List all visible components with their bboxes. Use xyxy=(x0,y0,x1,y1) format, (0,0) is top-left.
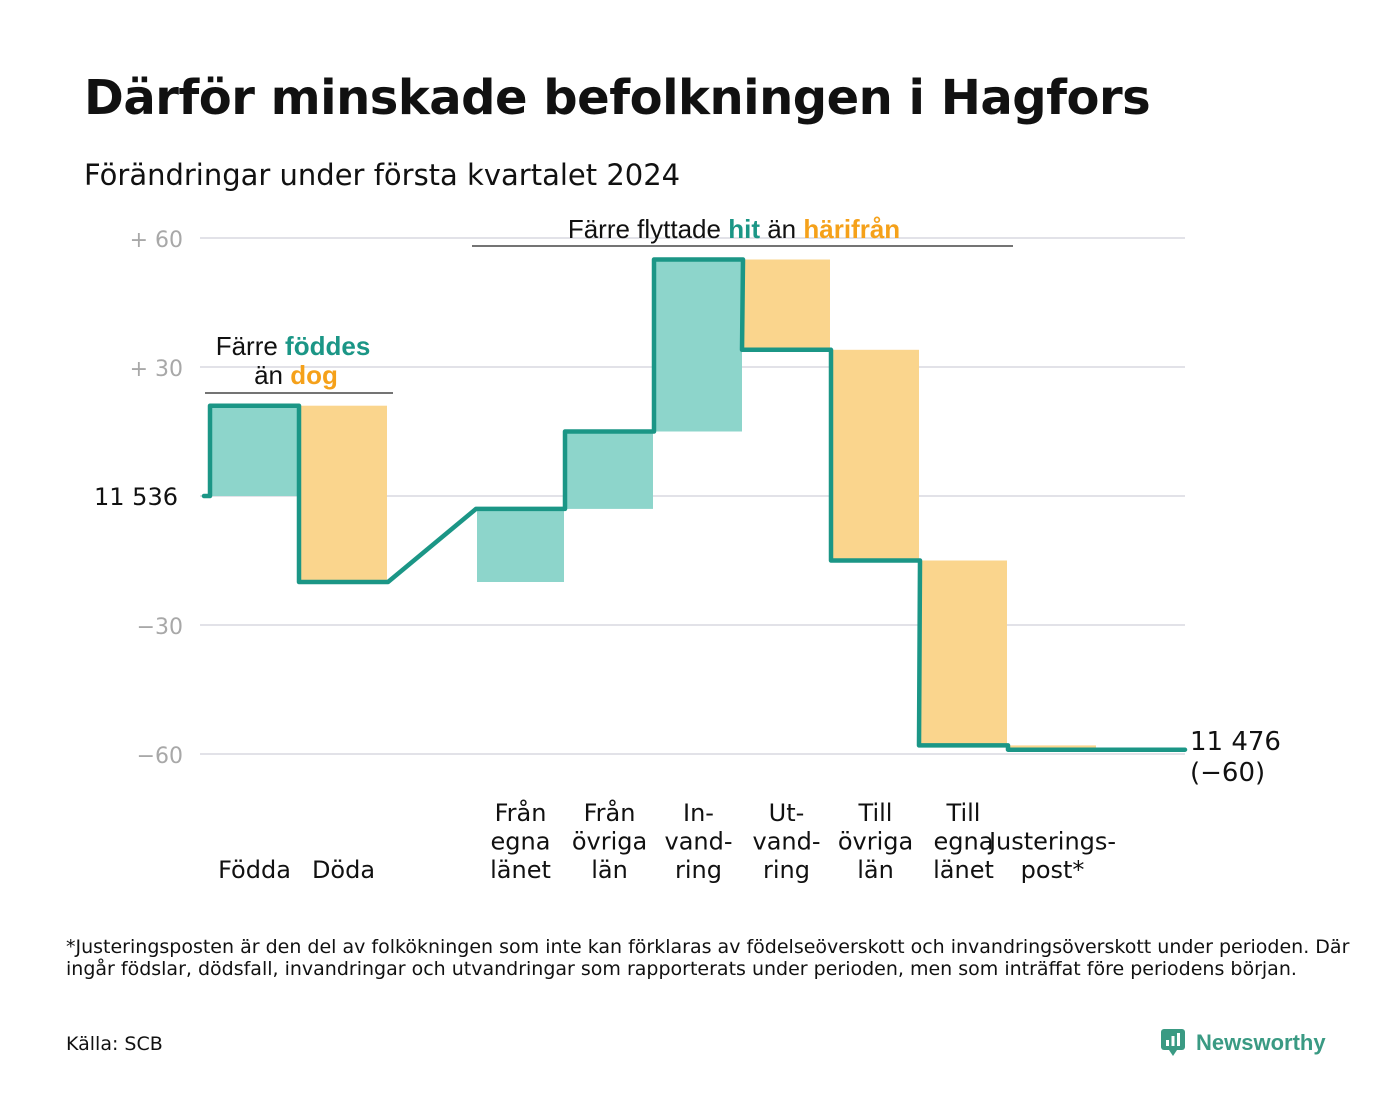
grid-lines xyxy=(200,237,1185,755)
waterfall-bar xyxy=(211,405,298,496)
migration-annotation: Färre flyttade hit än härifrån xyxy=(568,214,900,244)
category-label: Döda xyxy=(312,856,375,884)
category-label-line: Till xyxy=(858,799,893,827)
bars xyxy=(211,259,1096,750)
newsworthy-logo: Newsworthy xyxy=(1160,1028,1326,1058)
chart-title: Därför minskade befolkningen i Hagfors xyxy=(84,70,1151,126)
footnote: *Justeringsposten är den del av folkökni… xyxy=(66,936,1350,980)
category-label-line: post* xyxy=(1021,856,1085,884)
y-tick-label: −30 xyxy=(137,615,183,640)
category-label-line: vand- xyxy=(664,828,732,856)
category-label: Till övriga län xyxy=(838,799,913,884)
newsworthy-logo-text: Newsworthy xyxy=(1196,1030,1326,1055)
waterfall-bar xyxy=(477,508,564,582)
category-label-line: Ut- xyxy=(769,799,805,827)
category-label-line: Från xyxy=(495,798,547,827)
category-label-line: län xyxy=(857,856,894,884)
category-label-line: vand- xyxy=(752,828,820,856)
category-label-line: Födda xyxy=(218,856,291,884)
y-tick-label: −60 xyxy=(137,744,183,769)
end-value-label: 11 476 xyxy=(1190,727,1281,757)
cumulative-step-line xyxy=(201,257,1188,752)
y-tick-label: + 60 xyxy=(130,228,183,253)
category-label-line: Döda xyxy=(312,856,375,884)
annotation-highlight: härifrån xyxy=(796,214,900,244)
category-label-line: länet xyxy=(933,856,994,884)
category-label-line: Från xyxy=(584,798,636,827)
chart-subtitle: Förändringar under första kvartalet 2024 xyxy=(84,158,681,192)
step-line xyxy=(201,257,1188,752)
category-label-line: ring xyxy=(675,856,722,884)
category-label: Ut-vand-ring xyxy=(752,799,820,884)
waterfall-bar xyxy=(300,405,387,582)
category-label-line: Till xyxy=(946,799,981,827)
category-label: Födda xyxy=(218,856,291,884)
annotation-text: än xyxy=(254,360,283,390)
waterfall-bar xyxy=(566,431,653,509)
category-label: Justerings-post* xyxy=(987,828,1116,885)
category-label-line: In- xyxy=(683,799,714,827)
newsworthy-logo-icon xyxy=(1161,1029,1185,1056)
waterfall-bar xyxy=(743,259,830,350)
annotation-text: än xyxy=(760,214,796,244)
start-value-label: 11 536 xyxy=(94,483,178,511)
births-annotation-line2: än dog xyxy=(254,360,338,390)
category-label-line: övriga xyxy=(572,828,647,856)
waterfall-bar xyxy=(832,349,919,561)
category-label-line: egna xyxy=(934,828,994,856)
category-label: Från övriga län xyxy=(572,798,647,884)
waterfall-bar xyxy=(655,259,742,432)
annotation-text: Färre flyttade xyxy=(568,214,721,244)
category-label-line: Justerings- xyxy=(987,828,1116,856)
category-label-line: ring xyxy=(763,856,810,884)
annotation-highlight: dog xyxy=(283,360,338,390)
category-label: In-vand-ring xyxy=(664,799,732,884)
category-label-line: övriga xyxy=(838,828,913,856)
category-label: Från egna länet xyxy=(490,798,551,884)
category-label: Till egna länet xyxy=(933,799,994,884)
net-change-label: (−60) xyxy=(1190,758,1265,788)
y-tick-label: + 30 xyxy=(130,357,183,382)
waterfall-bar xyxy=(920,560,1007,746)
annotation-highlight: hit xyxy=(721,214,760,244)
annotation-highlight: föddes xyxy=(278,331,370,361)
births-annotation-line1: Färre föddes xyxy=(216,331,371,361)
annotation-text: Färre xyxy=(216,331,278,361)
source: Källa: SCB xyxy=(66,1033,163,1055)
category-label-line: länet xyxy=(490,856,551,884)
category-label-line: egna xyxy=(491,828,551,856)
category-label-line: län xyxy=(591,856,628,884)
